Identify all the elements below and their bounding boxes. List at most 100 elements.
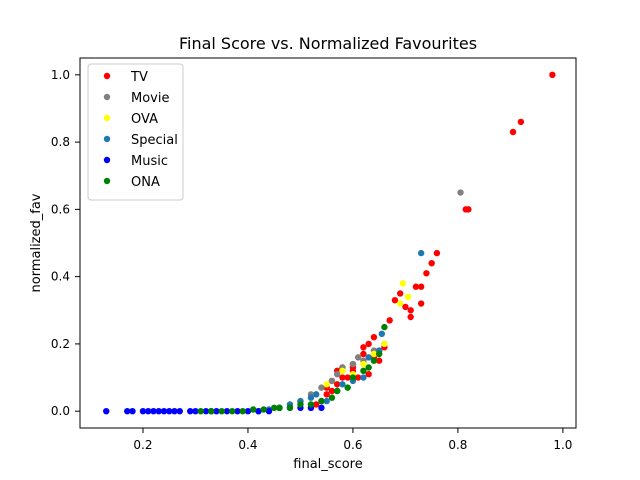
data-point [378, 330, 385, 338]
data-point [333, 381, 341, 388]
data-point [171, 407, 178, 415]
data-point [354, 374, 362, 381]
legend-marker [103, 114, 111, 122]
series-tv [307, 71, 556, 412]
legend-marker [103, 72, 111, 80]
legend-label: ONA [131, 175, 160, 190]
data-point [396, 300, 404, 307]
data-point [192, 407, 199, 415]
data-point [433, 249, 441, 257]
data-point [250, 406, 257, 413]
y-axis-label: normalized_fav [29, 193, 44, 292]
legend-label: Music [131, 154, 168, 169]
data-point [365, 364, 372, 371]
data-point [312, 391, 320, 398]
data-point [187, 407, 194, 415]
data-point [517, 118, 525, 126]
x-axis-label: final_score [293, 457, 362, 472]
data-point [344, 374, 351, 381]
legend-box [87, 63, 184, 201]
legend-label: Movie [131, 91, 169, 106]
legend-marker [103, 177, 111, 185]
legend: TV Movie OVA Special Music ONA [87, 63, 184, 201]
data-point [344, 384, 351, 391]
data-point [354, 354, 362, 361]
data-point [223, 407, 231, 415]
data-point [407, 313, 414, 321]
data-point [160, 407, 168, 415]
data-point [339, 367, 346, 375]
legend-label: TV [130, 70, 148, 85]
data-point [404, 293, 412, 301]
data-point [365, 370, 372, 378]
data-point [307, 394, 315, 401]
data-point [297, 401, 304, 408]
data-point [360, 367, 367, 375]
legend-marker [103, 93, 111, 101]
data-point [176, 407, 183, 415]
data-point [213, 407, 220, 415]
x-tick-label: 0.6 [343, 438, 362, 452]
x-tick-label: 0.8 [448, 438, 467, 452]
data-point [328, 394, 336, 401]
data-point [381, 340, 388, 348]
data-point [386, 317, 393, 324]
data-point [124, 407, 131, 415]
data-point [423, 270, 430, 277]
legend-item: Movie [103, 91, 169, 106]
data-point [202, 407, 210, 415]
data-point [276, 404, 283, 412]
data-point [323, 397, 330, 405]
data-point [370, 350, 378, 358]
data-point [166, 407, 173, 415]
data-point [417, 283, 425, 290]
data-point [229, 407, 236, 415]
data-point [549, 71, 556, 79]
y-tick-label: 0.0 [51, 404, 70, 418]
data-point [323, 381, 330, 388]
legend-item: TV [103, 70, 148, 85]
data-point [360, 374, 367, 381]
data-point [208, 407, 215, 415]
data-point [391, 296, 399, 304]
data-point [328, 387, 336, 395]
x-tick-label: 0.2 [133, 438, 152, 452]
x-tick-label: 1.0 [553, 438, 572, 452]
legend-marker [103, 135, 111, 143]
series-ona [197, 323, 388, 415]
data-point [417, 249, 425, 257]
data-point [197, 407, 204, 415]
data-point [333, 370, 341, 378]
data-point [318, 404, 325, 412]
data-point [218, 407, 225, 415]
data-point [333, 387, 341, 395]
data-point [396, 290, 404, 297]
data-point [139, 407, 147, 415]
data-point [255, 407, 262, 415]
data-point [271, 404, 278, 412]
data-point [318, 384, 325, 391]
data-point [370, 333, 378, 341]
data-point [381, 323, 388, 331]
y-tick-label: 0.6 [51, 202, 70, 216]
data-point [360, 350, 367, 358]
data-point [360, 360, 367, 368]
y-tick-label: 0.4 [51, 270, 70, 284]
data-point [260, 406, 267, 413]
data-point [412, 283, 420, 290]
data-point [129, 407, 136, 415]
legend-item: Music [103, 154, 168, 169]
data-point [328, 377, 336, 385]
data-point [286, 404, 294, 412]
data-point [339, 381, 346, 388]
plot-area [103, 71, 556, 415]
data-point [370, 357, 378, 364]
data-point [365, 354, 372, 361]
data-point [307, 401, 315, 408]
data-point [323, 391, 330, 398]
data-point [244, 407, 252, 415]
axes: 0.2 0.4 0.6 0.8 1.0 0.0 0.2 0.4 0.6 0.8 1.0 [51, 57, 577, 452]
data-point [318, 397, 325, 405]
